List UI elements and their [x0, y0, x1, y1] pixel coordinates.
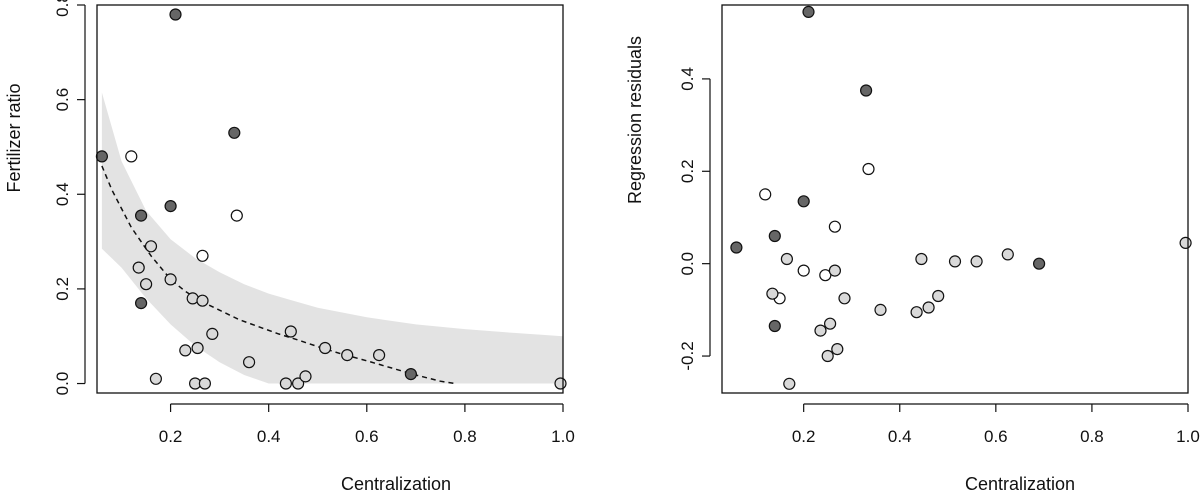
data-point — [831, 343, 844, 356]
x-tick-label: 0.8 — [1080, 427, 1104, 446]
y-tick-label: 0.0 — [678, 252, 697, 276]
data-point — [191, 341, 204, 355]
data-point — [768, 319, 781, 333]
data-point — [186, 292, 199, 305]
data-point — [169, 8, 182, 21]
data-point — [948, 255, 962, 268]
trend-line-layer — [101, 165, 456, 385]
y-tick-label: 0.0 — [53, 372, 72, 396]
x-axis-title: Centralization — [341, 474, 451, 494]
x-axis: 0.2 0.4 0.6 0.8 1.0 — [792, 403, 1200, 446]
data-point — [759, 188, 772, 201]
data-point — [768, 229, 781, 243]
data-point — [783, 377, 796, 390]
x-tick-label: 0.2 — [159, 427, 183, 446]
data-point — [164, 200, 177, 213]
data-point — [859, 84, 873, 97]
y-axis: 0.0 0.2 0.4 0.6 0.8 — [53, 0, 86, 396]
data-point — [910, 306, 923, 319]
data-point — [373, 349, 386, 362]
y-tick-label: 0.2 — [678, 159, 697, 183]
trend-line — [101, 165, 456, 385]
data-point — [144, 240, 158, 253]
data-point — [206, 327, 219, 340]
data-point — [284, 325, 297, 338]
confidence-band-layer — [101, 92, 564, 384]
x-axis-title: Centralization — [965, 474, 1075, 494]
data-point — [164, 273, 177, 286]
data-point — [1001, 248, 1014, 261]
y-tick-label: 0.2 — [53, 277, 72, 301]
residuals-panel: 0.2 0.4 0.6 0.8 1.0 -0.2 0.0 0.2 0.4 Centraliza… — [625, 4, 1200, 494]
data-point — [780, 252, 794, 266]
plot-frame — [721, 4, 1189, 394]
y-tick-label: 0.6 — [53, 88, 72, 112]
data-point — [730, 241, 743, 254]
y-axis-title: Fertilizer ratio — [4, 83, 24, 192]
x-tick-label: 1.0 — [1176, 427, 1200, 446]
data-point — [140, 278, 153, 291]
data-point — [341, 349, 354, 362]
data-point — [828, 220, 842, 233]
data-point — [797, 195, 810, 208]
data-point — [915, 252, 928, 266]
data-point — [922, 301, 935, 314]
y-tick-label: 0.8 — [53, 0, 72, 17]
data-point — [828, 264, 842, 277]
y-axis: -0.2 0.0 0.2 0.4 — [678, 67, 711, 371]
x-tick-label: 0.6 — [355, 427, 379, 446]
data-point — [95, 150, 109, 163]
x-tick-label: 1.0 — [551, 427, 575, 446]
data-point — [862, 162, 875, 176]
data-point — [970, 255, 983, 268]
data-point — [838, 292, 851, 305]
x-tick-label: 0.4 — [257, 427, 281, 446]
data-point — [132, 261, 145, 274]
x-tick-label: 0.4 — [888, 427, 912, 446]
data-point — [797, 264, 810, 277]
data-point — [149, 372, 162, 385]
data-point — [404, 368, 417, 381]
y-axis-title: Regression residuals — [625, 36, 645, 204]
data-point — [292, 377, 305, 390]
data-point — [1032, 257, 1046, 270]
fertilizer-panel: 0.2 0.4 0.6 0.8 1.0 0.0 0.2 0.4 0.6 0.8 Centrali… — [4, 0, 575, 494]
x-tick-label: 0.6 — [984, 427, 1008, 446]
data-point — [196, 249, 209, 262]
y-tick-label: -0.2 — [678, 341, 697, 370]
data-point — [823, 317, 837, 330]
data-point — [230, 209, 243, 222]
data-point — [766, 287, 779, 300]
data-point — [1179, 236, 1192, 249]
data-point — [125, 150, 138, 163]
data-point — [179, 344, 192, 357]
data-point — [319, 341, 332, 355]
data-point — [228, 126, 241, 139]
x-tick-label: 0.2 — [792, 427, 816, 446]
data-point — [932, 289, 945, 303]
data-point — [135, 209, 148, 222]
data-point — [135, 297, 148, 310]
data-point — [279, 377, 292, 390]
point-layer — [95, 8, 567, 390]
data-point — [554, 377, 567, 390]
plot-frame — [96, 4, 564, 394]
y-tick-label: 0.4 — [53, 182, 72, 206]
confidence-band — [101, 92, 564, 384]
point-layer — [730, 5, 1192, 390]
x-axis: 0.2 0.4 0.6 0.8 1.0 — [159, 403, 575, 446]
data-point — [243, 356, 256, 369]
data-point — [299, 370, 312, 383]
data-point — [874, 303, 887, 316]
y-tick-label: 0.4 — [678, 67, 697, 91]
data-point — [196, 294, 209, 307]
data-point — [821, 349, 834, 363]
x-tick-label: 0.8 — [453, 427, 477, 446]
data-point — [198, 377, 211, 390]
data-point — [819, 269, 832, 282]
data-point — [814, 324, 827, 337]
data-point — [802, 5, 815, 18]
